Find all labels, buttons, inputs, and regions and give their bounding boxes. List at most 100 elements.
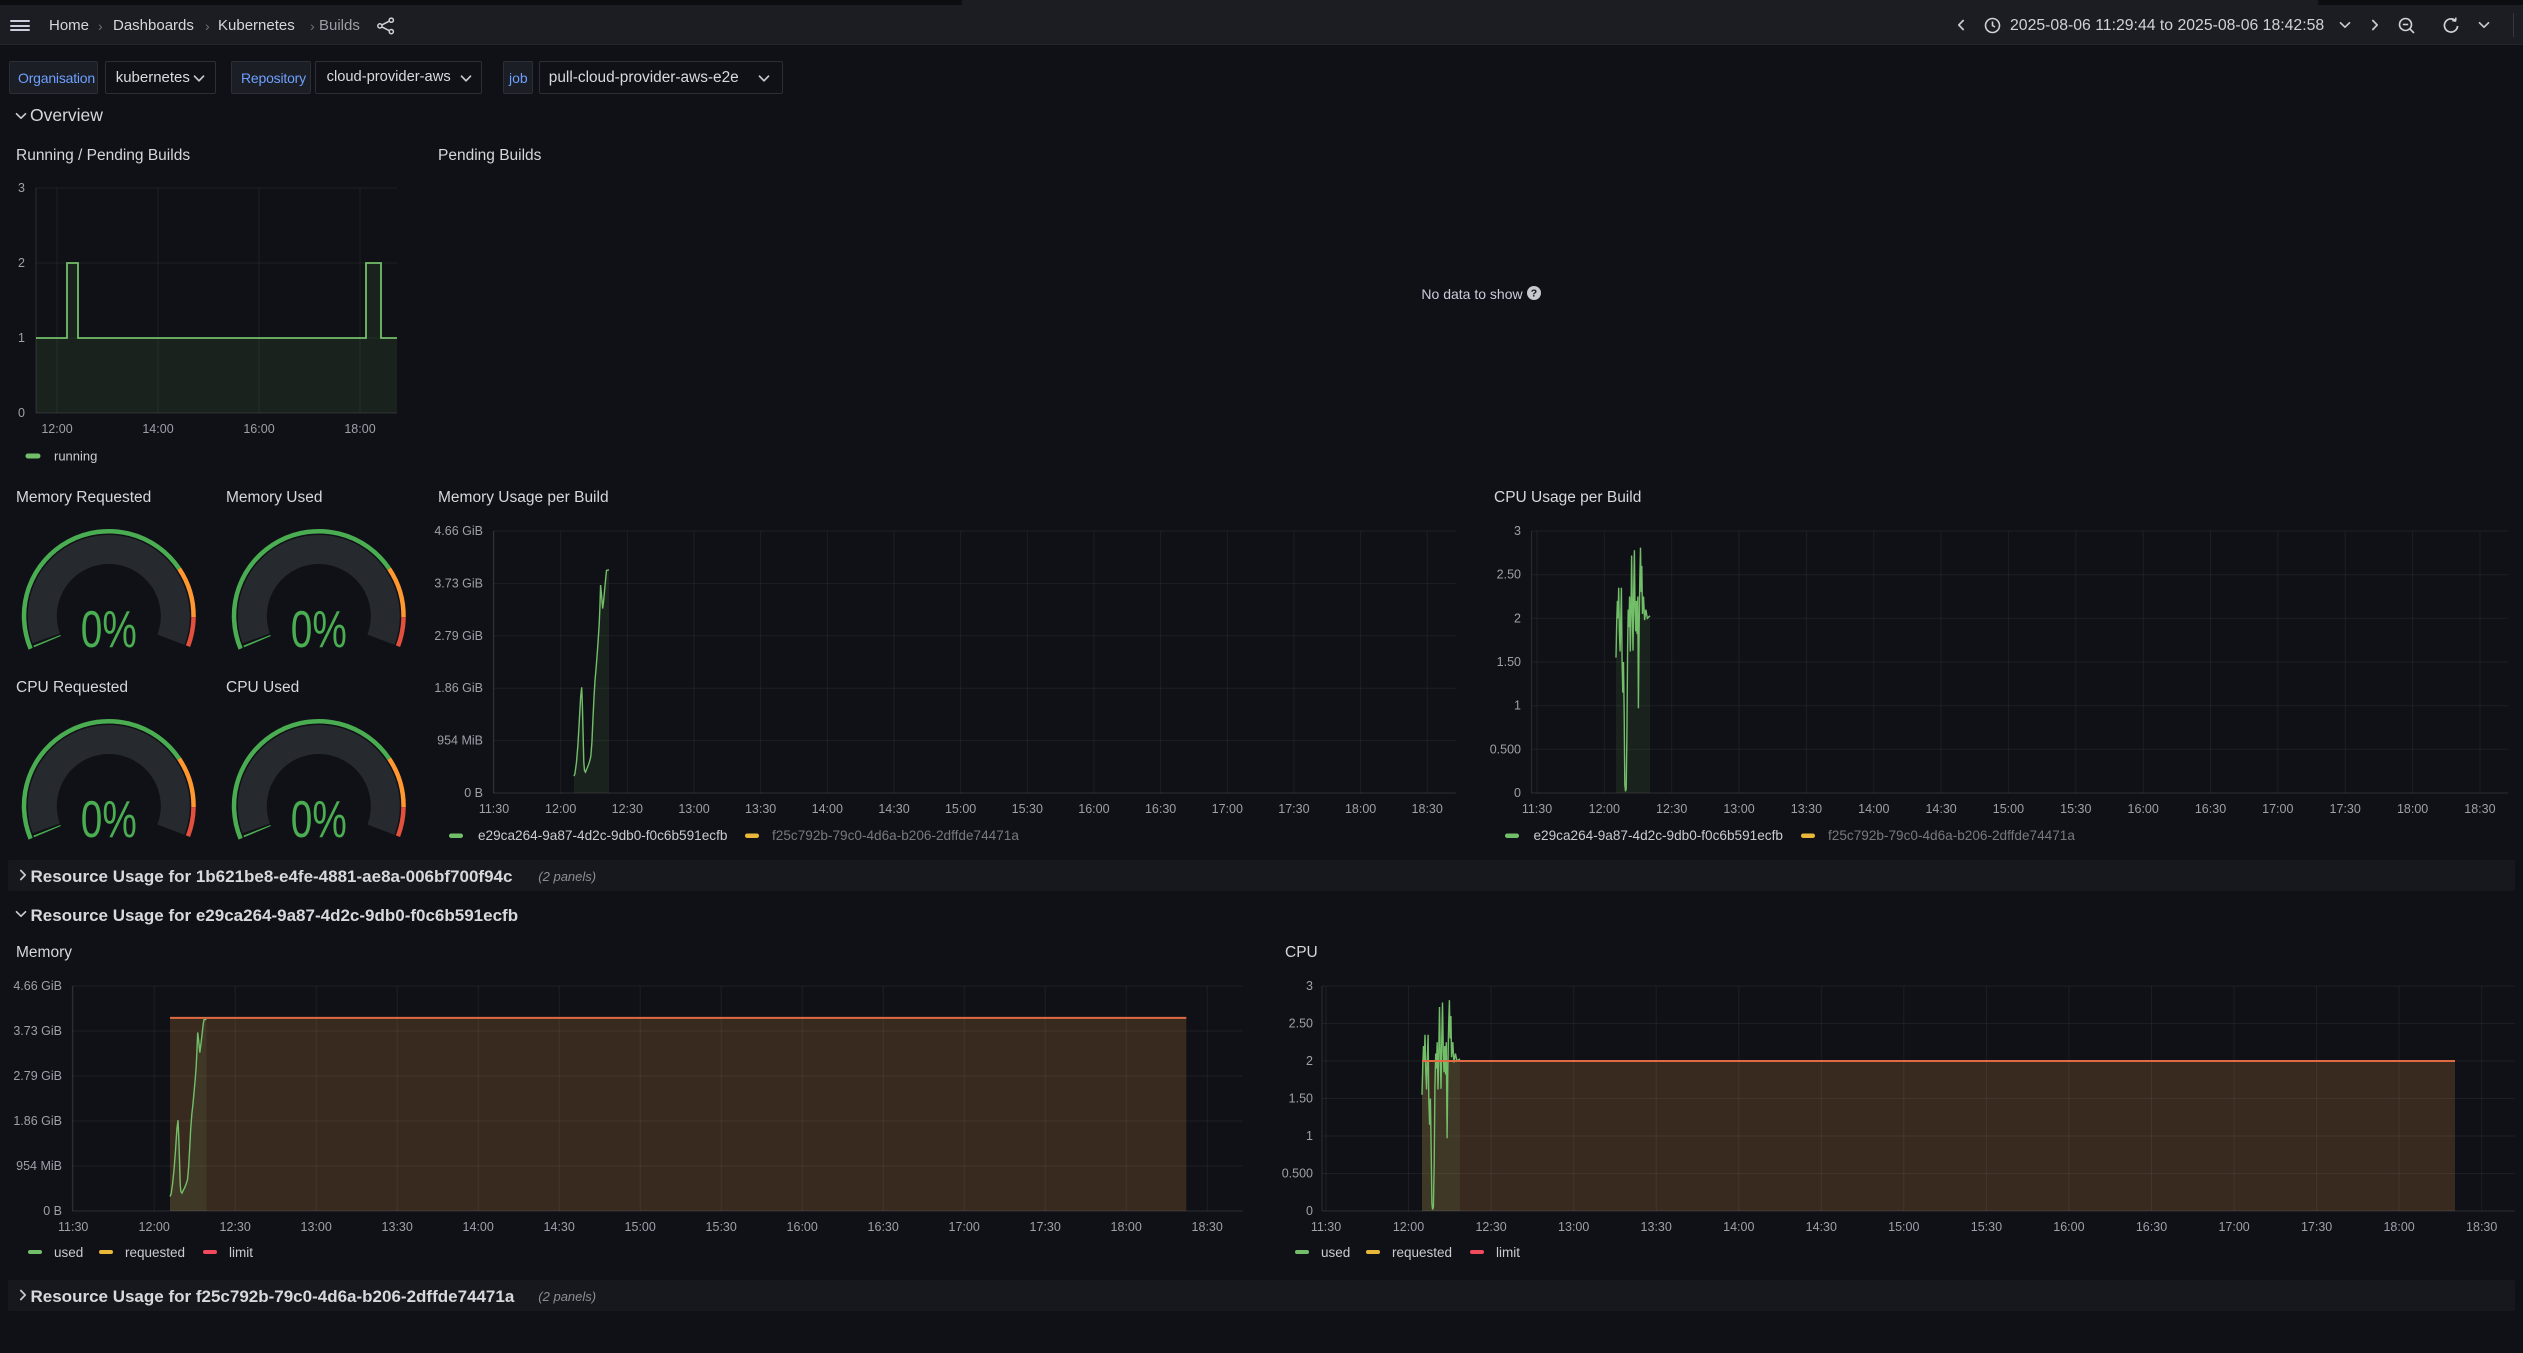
svg-text:12:00: 12:00 [1589, 802, 1620, 816]
svg-text:17:00: 17:00 [949, 1220, 980, 1234]
svg-text:12:30: 12:30 [220, 1220, 251, 1234]
svg-text:12:30: 12:30 [1475, 1220, 1506, 1234]
svg-text:14:00: 14:00 [1858, 802, 1889, 816]
svg-text:3: 3 [18, 181, 25, 195]
svg-text:1.86 GiB: 1.86 GiB [13, 1114, 62, 1128]
svg-text:4.66 GiB: 4.66 GiB [13, 979, 62, 993]
svg-text:0.500: 0.500 [1490, 742, 1521, 756]
svg-text:13:00: 13:00 [301, 1220, 332, 1234]
svg-text:12:30: 12:30 [1656, 802, 1687, 816]
svg-text:17:30: 17:30 [2301, 1220, 2332, 1234]
svg-text:14:00: 14:00 [142, 422, 173, 436]
svg-text:16:00: 16:00 [2128, 802, 2159, 816]
svg-text:17:00: 17:00 [1212, 802, 1243, 816]
svg-text:3.73 GiB: 3.73 GiB [13, 1024, 62, 1038]
svg-text:14:00: 14:00 [812, 802, 843, 816]
svg-text:2.50: 2.50 [1289, 1017, 1313, 1031]
svg-text:16:30: 16:30 [1145, 802, 1176, 816]
svg-text:17:30: 17:30 [1030, 1220, 1061, 1234]
svg-text:0%: 0% [291, 601, 347, 659]
svg-text:18:00: 18:00 [344, 422, 375, 436]
svg-text:0.500: 0.500 [1282, 1167, 1313, 1181]
svg-text:954 MiB: 954 MiB [437, 734, 483, 748]
svg-text:0 B: 0 B [43, 1204, 62, 1218]
svg-text:18:30: 18:30 [2466, 1220, 2497, 1234]
svg-text:2.50: 2.50 [1497, 568, 1521, 582]
svg-text:1.50: 1.50 [1289, 1092, 1313, 1106]
svg-text:11:30: 11:30 [479, 802, 509, 816]
svg-text:f25c792b-79c0-4d6a-b206-2dffde: f25c792b-79c0-4d6a-b206-2dffde74471a [1828, 828, 2075, 843]
svg-text:14:00: 14:00 [463, 1220, 494, 1234]
svg-text:14:30: 14:30 [1806, 1220, 1837, 1234]
svg-text:954 MiB: 954 MiB [16, 1159, 62, 1173]
svg-text:17:30: 17:30 [1278, 802, 1309, 816]
svg-text:18:30: 18:30 [2464, 802, 2495, 816]
svg-text:11:30: 11:30 [1311, 1220, 1341, 1234]
svg-text:3.73 GiB: 3.73 GiB [434, 576, 483, 590]
svg-text:0: 0 [1514, 786, 1521, 800]
svg-text:15:30: 15:30 [1012, 802, 1043, 816]
svg-text:2: 2 [1514, 611, 1521, 625]
svg-text:14:00: 14:00 [1723, 1220, 1754, 1234]
svg-text:4.66 GiB: 4.66 GiB [434, 524, 483, 538]
svg-text:18:30: 18:30 [1412, 802, 1443, 816]
svg-text:2.79 GiB: 2.79 GiB [13, 1069, 62, 1083]
svg-text:11:30: 11:30 [1522, 802, 1552, 816]
svg-text:limit: limit [229, 1245, 253, 1260]
svg-text:16:30: 16:30 [2136, 1220, 2167, 1234]
svg-text:13:00: 13:00 [1558, 1220, 1589, 1234]
svg-text:running: running [54, 449, 97, 464]
svg-text:used: used [54, 1245, 83, 1260]
svg-text:13:00: 13:00 [678, 802, 709, 816]
svg-text:17:00: 17:00 [2262, 802, 2293, 816]
svg-text:18:00: 18:00 [2383, 1220, 2414, 1234]
svg-text:15:00: 15:00 [625, 1220, 656, 1234]
svg-text:14:30: 14:30 [878, 802, 909, 816]
svg-text:15:00: 15:00 [1888, 1220, 1919, 1234]
svg-text:0: 0 [1306, 1204, 1313, 1218]
svg-text:15:30: 15:30 [2060, 802, 2091, 816]
svg-text:13:30: 13:30 [1791, 802, 1822, 816]
svg-text:1.50: 1.50 [1497, 655, 1521, 669]
svg-text:12:00: 12:00 [139, 1220, 170, 1234]
svg-text:16:30: 16:30 [868, 1220, 899, 1234]
svg-text:18:30: 18:30 [1192, 1220, 1223, 1234]
svg-text:1: 1 [1514, 699, 1521, 713]
svg-text:14:30: 14:30 [1925, 802, 1956, 816]
svg-text:1.86 GiB: 1.86 GiB [434, 681, 483, 695]
svg-text:16:00: 16:00 [243, 422, 274, 436]
svg-text:16:00: 16:00 [787, 1220, 818, 1234]
svg-text:13:30: 13:30 [1641, 1220, 1672, 1234]
svg-text:12:00: 12:00 [1393, 1220, 1424, 1234]
svg-text:1: 1 [18, 331, 25, 345]
svg-text:e29ca264-9a87-4d2c-9db0-f0c6b5: e29ca264-9a87-4d2c-9db0-f0c6b591ecfb [478, 828, 727, 843]
svg-text:2: 2 [18, 256, 25, 270]
svg-text:18:00: 18:00 [1111, 1220, 1142, 1234]
svg-text:3: 3 [1514, 524, 1521, 538]
svg-text:12:30: 12:30 [612, 802, 643, 816]
svg-text:14:30: 14:30 [544, 1220, 575, 1234]
svg-text:16:00: 16:00 [2053, 1220, 2084, 1234]
svg-text:1: 1 [1306, 1129, 1313, 1143]
svg-text:12:00: 12:00 [41, 422, 72, 436]
svg-text:16:30: 16:30 [2195, 802, 2226, 816]
svg-text:0%: 0% [81, 791, 137, 849]
svg-text:13:30: 13:30 [382, 1220, 413, 1234]
svg-text:17:00: 17:00 [2218, 1220, 2249, 1234]
svg-text:11:30: 11:30 [58, 1220, 88, 1234]
svg-text:2: 2 [1306, 1054, 1313, 1068]
svg-text:13:00: 13:00 [1723, 802, 1754, 816]
svg-text:15:30: 15:30 [1971, 1220, 2002, 1234]
svg-text:17:30: 17:30 [2330, 802, 2361, 816]
svg-text:3: 3 [1306, 979, 1313, 993]
svg-text:0%: 0% [291, 791, 347, 849]
svg-text:0: 0 [18, 406, 25, 420]
svg-text:18:00: 18:00 [1345, 802, 1376, 816]
svg-text:requested: requested [125, 1245, 185, 1260]
svg-text:f25c792b-79c0-4d6a-b206-2dffde: f25c792b-79c0-4d6a-b206-2dffde74471a [772, 828, 1019, 843]
svg-text:?: ? [1531, 288, 1537, 300]
svg-text:requested: requested [1392, 1245, 1452, 1260]
svg-text:2.79 GiB: 2.79 GiB [434, 629, 483, 643]
svg-text:e29ca264-9a87-4d2c-9db0-f0c6b5: e29ca264-9a87-4d2c-9db0-f0c6b591ecfb [1534, 828, 1783, 843]
svg-text:15:00: 15:00 [945, 802, 976, 816]
